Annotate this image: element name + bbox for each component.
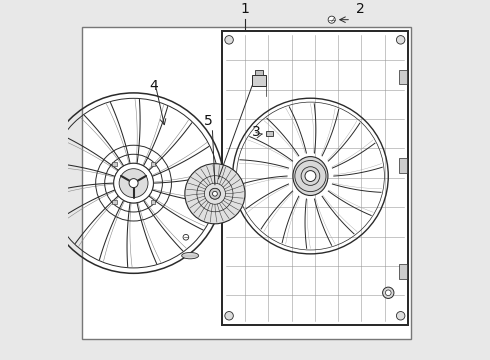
Bar: [399, 158, 407, 172]
Bar: [222, 31, 408, 325]
Circle shape: [213, 191, 218, 196]
Circle shape: [328, 16, 335, 23]
Bar: [252, 75, 266, 86]
Circle shape: [225, 311, 233, 320]
Text: 1: 1: [241, 2, 249, 16]
Text: 4: 4: [149, 79, 158, 93]
Ellipse shape: [293, 157, 328, 195]
Bar: [255, 69, 263, 75]
Circle shape: [386, 290, 391, 296]
Bar: [399, 265, 407, 279]
Bar: [399, 70, 407, 84]
Bar: [150, 200, 155, 204]
Circle shape: [396, 36, 405, 44]
Circle shape: [185, 164, 245, 224]
Text: 5: 5: [204, 114, 213, 128]
Circle shape: [210, 188, 220, 199]
Text: 3: 3: [252, 125, 261, 139]
Bar: [150, 162, 155, 166]
Bar: [112, 200, 117, 204]
Bar: [112, 162, 117, 166]
Circle shape: [114, 163, 153, 203]
Ellipse shape: [182, 252, 198, 259]
Text: 2: 2: [356, 2, 365, 16]
Circle shape: [225, 36, 233, 44]
Circle shape: [396, 311, 405, 320]
Circle shape: [383, 287, 394, 298]
Circle shape: [129, 179, 138, 188]
Bar: [266, 131, 273, 136]
Circle shape: [305, 171, 316, 181]
Bar: [82, 27, 411, 339]
Circle shape: [183, 234, 189, 240]
Circle shape: [119, 169, 148, 198]
